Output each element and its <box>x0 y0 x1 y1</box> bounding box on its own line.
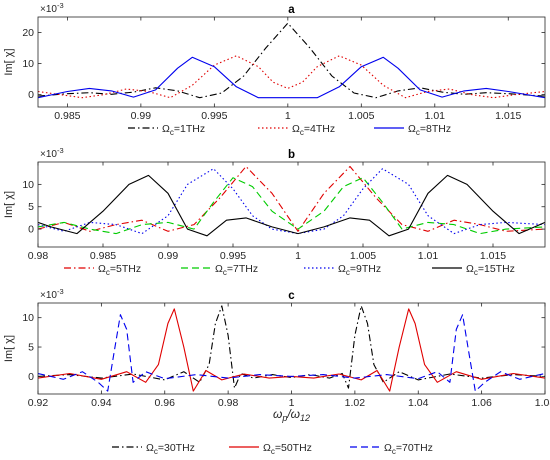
panel-c: 0.92 0.94 0.96 0.98 1 1.02 1.04 1.06 1.08 0 5 10 ×10… <box>3 287 550 456</box>
x-tick-label: 1.02 <box>345 397 366 409</box>
x-tick-label: 1.015 <box>495 110 521 122</box>
panel-b: 0.98 0.985 0.99 0.995 1 1.005 1.01 1.015 0 5 10 ×10… <box>3 146 546 277</box>
x-tick-label: 1.08 <box>535 397 550 409</box>
y-tick-label: 20 <box>22 27 34 39</box>
series-line-30thz <box>38 305 545 389</box>
series-line-8thz <box>38 56 545 99</box>
legend-label: Ωc=50THz <box>263 442 312 456</box>
x-tick-label: 0.99 <box>158 250 179 262</box>
x-tick-label: 1.005 <box>350 250 376 262</box>
panel-title: c <box>288 290 295 302</box>
y-multiplier: ×10-3 <box>40 1 64 15</box>
series-line-7thz <box>38 177 545 235</box>
y-tick-label: 10 <box>22 312 34 324</box>
legend: Ωc=5THz Ωc=7THz Ωc=9THz Ωc=15THz <box>64 263 515 277</box>
x-tick-label: 0.995 <box>220 250 246 262</box>
y-multiplier: ×10-3 <box>40 287 64 301</box>
y-tick-label: 10 <box>22 179 34 191</box>
series-group <box>38 305 545 392</box>
series-line-1thz <box>38 22 545 99</box>
series-line-9thz <box>38 168 545 235</box>
y-tick-label: 5 <box>28 342 34 354</box>
y-tick-label: 0 <box>28 89 34 101</box>
series-line-5thz <box>38 165 545 232</box>
x-tick-label: 0.98 <box>28 250 49 262</box>
x-tick-label: 0.995 <box>201 110 227 122</box>
y-axis-label: Im[ χ] <box>3 48 15 75</box>
x-tick-label: 0.96 <box>155 397 176 409</box>
x-tick-label: 1 <box>289 397 295 409</box>
axes-box <box>37 302 546 395</box>
x-tick-label: 0.98 <box>218 397 239 409</box>
y-tick-label: 10 <box>22 58 34 70</box>
x-tick-label: 1.01 <box>418 250 439 262</box>
axes-box <box>37 16 546 108</box>
legend-label: Ωc=8THz <box>408 123 451 137</box>
legend: Ωc=1THz Ωc=4THz Ωc=8THz <box>128 123 451 137</box>
x-tick-label: 0.99 <box>131 110 152 122</box>
series-line-50thz <box>38 308 545 392</box>
legend: Ωc=30THz Ωc=50THz Ωc=70THz <box>112 442 433 456</box>
legend-label: Ωc=30THz <box>146 442 195 456</box>
panel-a: 0.985 0.99 0.995 1 1.005 1.01 1.015 0 10 20 ×10-3 a… <box>3 1 546 137</box>
x-tick-label: 1 <box>285 110 291 122</box>
x-tick-label: 0.94 <box>91 397 112 409</box>
series-line-70thz <box>38 314 545 392</box>
legend-label: Ωc=5THz <box>98 263 141 277</box>
legend-label: Ωc=7THz <box>215 263 258 277</box>
panel-title: b <box>288 149 295 161</box>
series-group <box>38 22 545 99</box>
x-tick-label: 1.005 <box>348 110 374 122</box>
y-axis-label: Im[ χ] <box>3 191 15 218</box>
series-line-15thz <box>38 174 545 237</box>
legend-label: Ωc=1THz <box>162 123 205 137</box>
legend-label: Ωc=15THz <box>466 263 515 277</box>
x-tick-label: 0.985 <box>90 250 116 262</box>
legend-label: Ωc=4THz <box>292 123 335 137</box>
x-tick-label: 1 <box>295 250 301 262</box>
y-axis-label: Im[ χ] <box>3 335 15 362</box>
y-tick-label: 5 <box>28 201 34 213</box>
y-multiplier: ×10-3 <box>40 146 64 160</box>
series-group <box>38 165 545 237</box>
x-tick-label: 1.01 <box>425 110 446 122</box>
legend-label: Ωc=9THz <box>338 263 381 277</box>
x-tick-label: 0.92 <box>28 397 49 409</box>
x-axis-label: ωp/ω12 <box>273 407 310 423</box>
x-tick-label: 0.985 <box>54 110 80 122</box>
x-tick-label: 1.04 <box>408 397 429 409</box>
y-tick-label: 0 <box>28 371 34 383</box>
legend-label: Ωc=70THz <box>384 442 433 456</box>
axes-box <box>37 161 546 248</box>
x-tick-label: 1.06 <box>471 397 492 409</box>
panel-title: a <box>288 4 295 16</box>
x-tick-label: 1.015 <box>480 250 506 262</box>
y-tick-label: 0 <box>28 224 34 236</box>
